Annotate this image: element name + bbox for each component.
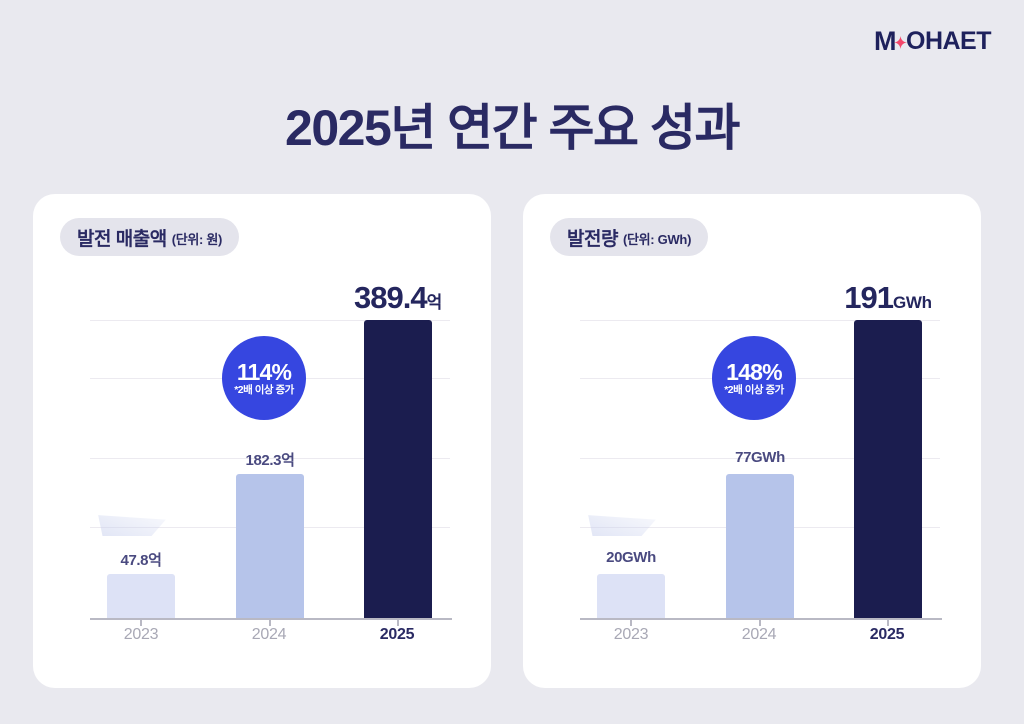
growth-arrow-icon bbox=[565, 296, 855, 700]
card-revenue: 발전 매출액 (단위: 원) 47.8억 182.3억 389.4억 bbox=[33, 194, 491, 700]
badge-revenue-unit: (단위: 원) bbox=[171, 231, 223, 247]
x-label-2024: 2024 bbox=[251, 626, 287, 643]
x-label-2025: 2025 bbox=[379, 626, 415, 643]
badge-generation-unit: (단위: GWh) bbox=[622, 231, 692, 247]
bar-2025 bbox=[854, 320, 922, 618]
growth-note: *2배 이상 증가 bbox=[724, 383, 784, 396]
badge-revenue-title: 발전 매출액 bbox=[77, 228, 167, 250]
bar-2025 bbox=[364, 320, 432, 618]
logo-letter-m: M bbox=[874, 26, 897, 56]
bar-label-2024: 77GWh bbox=[735, 449, 785, 466]
axis-tick-2023 bbox=[630, 619, 632, 626]
badge-revenue: 발전 매출액 (단위: 원) bbox=[60, 218, 240, 256]
logo-letters-ohaet: OHAET bbox=[906, 27, 992, 55]
growth-arrow-icon bbox=[75, 296, 365, 700]
bar-2024 bbox=[236, 474, 304, 618]
axis-tick-2025 bbox=[887, 619, 889, 626]
axis-tick-2024 bbox=[269, 619, 271, 626]
axis-tick-2025 bbox=[397, 619, 399, 626]
axis-tick-2023 bbox=[140, 619, 142, 626]
growth-callout-generation: 148% *2배 이상 증가 bbox=[712, 336, 796, 420]
growth-note: *2배 이상 증가 bbox=[234, 383, 294, 396]
bar-label-2023: 20GWh bbox=[606, 549, 656, 566]
bar-label-2025-value: 191 bbox=[844, 280, 894, 315]
bar-label-2025-suffix: 억 bbox=[426, 293, 443, 312]
growth-percent: 148% bbox=[726, 358, 782, 385]
bar-label-2024: 182.3억 bbox=[245, 452, 295, 469]
gridline bbox=[90, 320, 450, 321]
page-title: 2025년 연간 주요 성과 bbox=[285, 100, 740, 156]
sparkle-icon bbox=[894, 36, 907, 49]
bar-2024 bbox=[726, 474, 794, 618]
chart-generation: 20GWh 77GWh 191GWh 2023 2024 2025 bbox=[523, 194, 981, 700]
bar-2023 bbox=[597, 574, 665, 618]
bar-label-2025: 389.4억 bbox=[314, 280, 482, 316]
badge-generation-title: 발전량 bbox=[567, 228, 618, 250]
chart-revenue: 47.8억 182.3억 389.4억 2023 2024 2025 bbox=[33, 194, 491, 700]
gridline bbox=[90, 458, 450, 459]
x-label-2023: 2023 bbox=[613, 626, 649, 643]
brand-logo: M OHAET bbox=[874, 26, 992, 57]
x-label-2023: 2023 bbox=[123, 626, 159, 643]
badge-generation: 발전량 (단위: GWh) bbox=[550, 218, 709, 256]
bar-label-2025: 191GWh bbox=[804, 280, 972, 316]
bar-label-2025-value: 389.4 bbox=[354, 280, 428, 315]
gridline bbox=[580, 458, 940, 459]
bar-2023 bbox=[107, 574, 175, 618]
gridline bbox=[580, 320, 940, 321]
growth-percent: 114% bbox=[236, 358, 292, 385]
card-generation: 발전량 (단위: GWh) 20GWh 77GWh 191GWh 2023 20… bbox=[523, 194, 981, 700]
axis-tick-2024 bbox=[759, 619, 761, 626]
x-label-2025: 2025 bbox=[869, 626, 905, 643]
bar-label-2025-suffix: GWh bbox=[892, 293, 932, 312]
x-label-2024: 2024 bbox=[741, 626, 777, 643]
bar-label-2023: 47.8억 bbox=[120, 552, 162, 569]
growth-callout-revenue: 114% *2배 이상 증가 bbox=[222, 336, 306, 420]
